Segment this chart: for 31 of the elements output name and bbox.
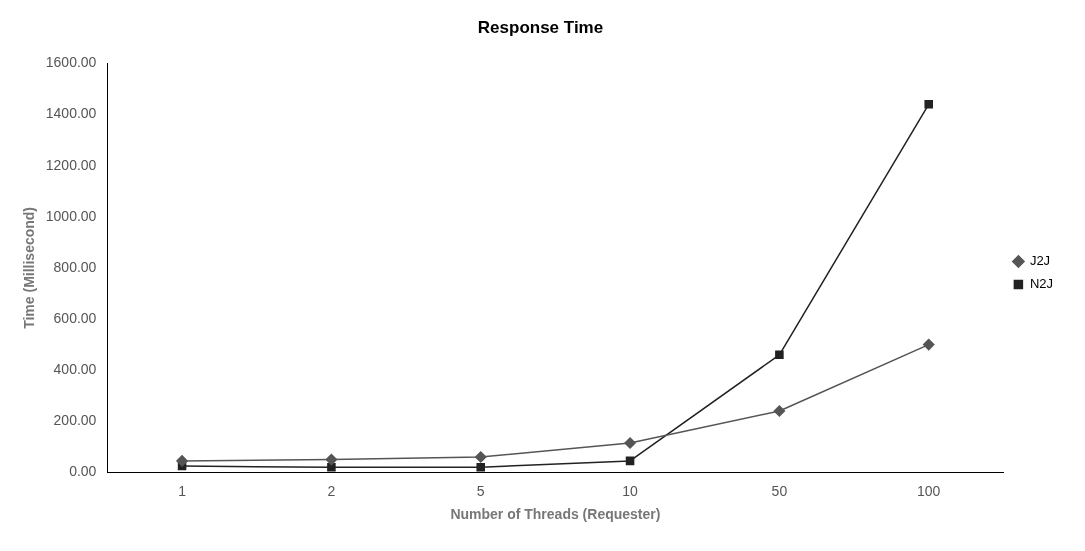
x-tick-label: 50: [771, 482, 788, 499]
x-tick-label: 10: [622, 482, 639, 499]
x-tick-label: 1: [178, 482, 187, 499]
y-tick-label: 600.00: [53, 309, 97, 326]
x-axis-title: Number of Threads (Requester): [450, 506, 661, 523]
point: [775, 350, 784, 360]
y-tick-label: 1000.00: [45, 207, 97, 224]
point: [176, 455, 188, 467]
point: [922, 338, 935, 351]
point: [327, 463, 336, 472]
x-tick-label: 5: [476, 482, 485, 499]
point: [476, 463, 486, 472]
chart-title: Response Time: [477, 17, 604, 37]
y-tick-label: 1400.00: [45, 105, 97, 122]
point: [924, 100, 933, 109]
y-axis-title: Time (Millisecond): [21, 206, 38, 329]
x-tick-label: 100: [917, 482, 941, 499]
y-tick-label: 0.00: [69, 463, 97, 480]
y-tick-label: 1200.00: [45, 156, 97, 173]
point: [625, 456, 635, 466]
y-tick-label: 1600.00: [45, 54, 97, 71]
point: [624, 437, 636, 449]
legend-label: N2J: [1029, 276, 1054, 292]
point: [325, 453, 338, 466]
point: [474, 451, 487, 463]
legend-label: J2J: [1029, 253, 1051, 269]
y-tick-label: 400.00: [53, 361, 97, 378]
x-tick-label: 2: [327, 482, 336, 499]
point: [773, 405, 786, 417]
y-tick-label: 200.00: [53, 412, 97, 429]
y-tick-label: 800.00: [53, 258, 97, 275]
